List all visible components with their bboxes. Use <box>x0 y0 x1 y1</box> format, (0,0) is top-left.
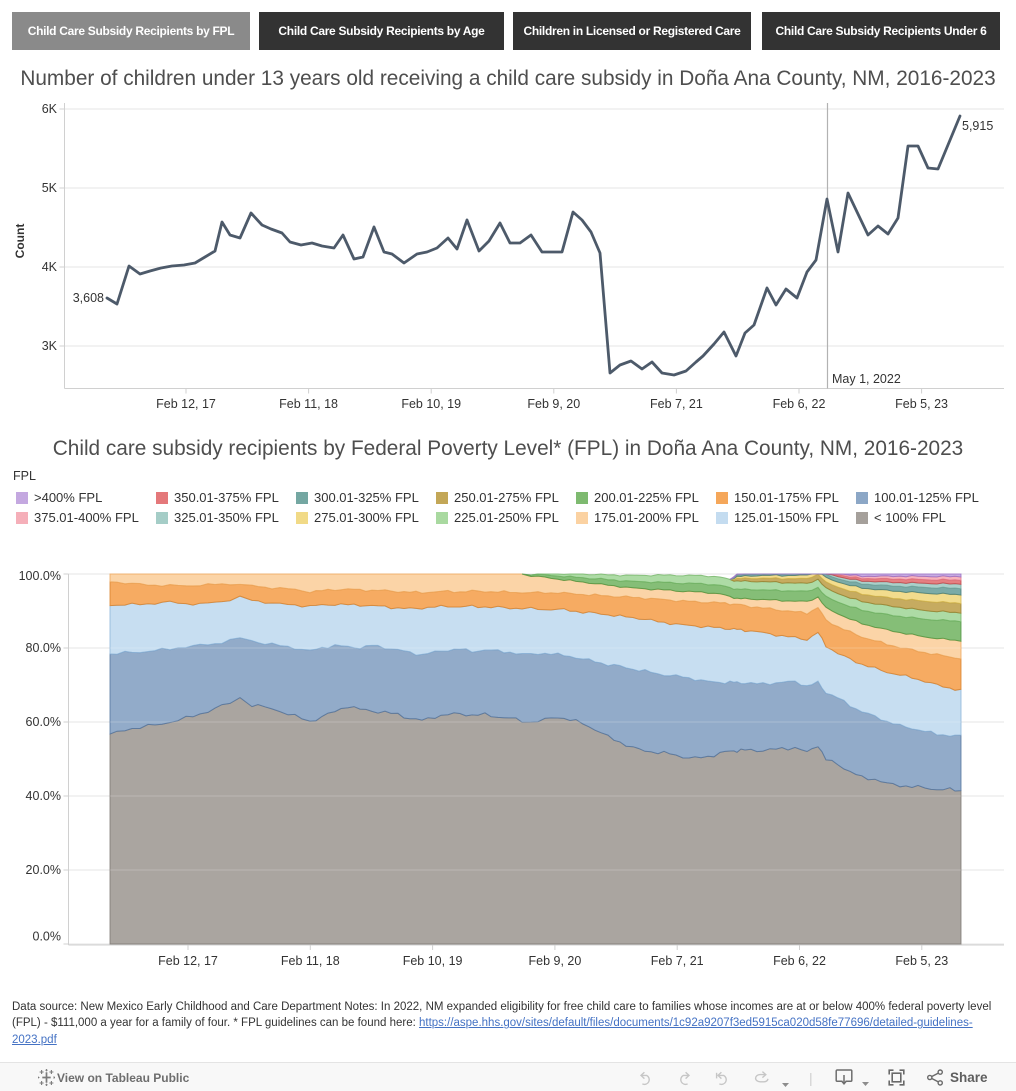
svg-text:Feb 11, 18: Feb 11, 18 <box>279 397 338 411</box>
svg-text:Feb 12, 17: Feb 12, 17 <box>156 397 216 411</box>
svg-text:Feb 7, 21: Feb 7, 21 <box>650 397 703 411</box>
svg-text:Feb 6, 22: Feb 6, 22 <box>773 954 826 968</box>
svg-text:5,915: 5,915 <box>962 119 993 133</box>
svg-text:40.0%: 40.0% <box>26 789 61 803</box>
svg-text:6K: 6K <box>42 102 58 116</box>
svg-text:4K: 4K <box>42 260 58 274</box>
svg-text:100.0%: 100.0% <box>19 569 61 583</box>
svg-text:5K: 5K <box>42 181 58 195</box>
svg-text:Feb 5, 23: Feb 5, 23 <box>895 954 948 968</box>
svg-text:Feb 6, 22: Feb 6, 22 <box>773 397 826 411</box>
svg-text:80.0%: 80.0% <box>26 641 61 655</box>
svg-text:Feb 5, 23: Feb 5, 23 <box>895 397 948 411</box>
svg-text:20.0%: 20.0% <box>26 863 61 877</box>
svg-text:Feb 9, 20: Feb 9, 20 <box>528 954 581 968</box>
svg-text:May 1, 2022: May 1, 2022 <box>832 372 901 386</box>
svg-text:3,608: 3,608 <box>73 291 104 305</box>
svg-text:60.0%: 60.0% <box>26 715 61 729</box>
svg-text:Feb 9, 20: Feb 9, 20 <box>527 397 580 411</box>
svg-text:Feb 10, 19: Feb 10, 19 <box>401 397 461 411</box>
svg-text:Feb 12, 17: Feb 12, 17 <box>158 954 218 968</box>
svg-text:3K: 3K <box>42 339 58 353</box>
svg-text:Feb 10, 19: Feb 10, 19 <box>403 954 463 968</box>
svg-text:0.0%: 0.0% <box>33 930 62 944</box>
svg-text:Feb 7, 21: Feb 7, 21 <box>651 954 704 968</box>
svg-text:Feb 11, 18: Feb 11, 18 <box>281 954 340 968</box>
svg-text:Count: Count <box>13 224 27 259</box>
